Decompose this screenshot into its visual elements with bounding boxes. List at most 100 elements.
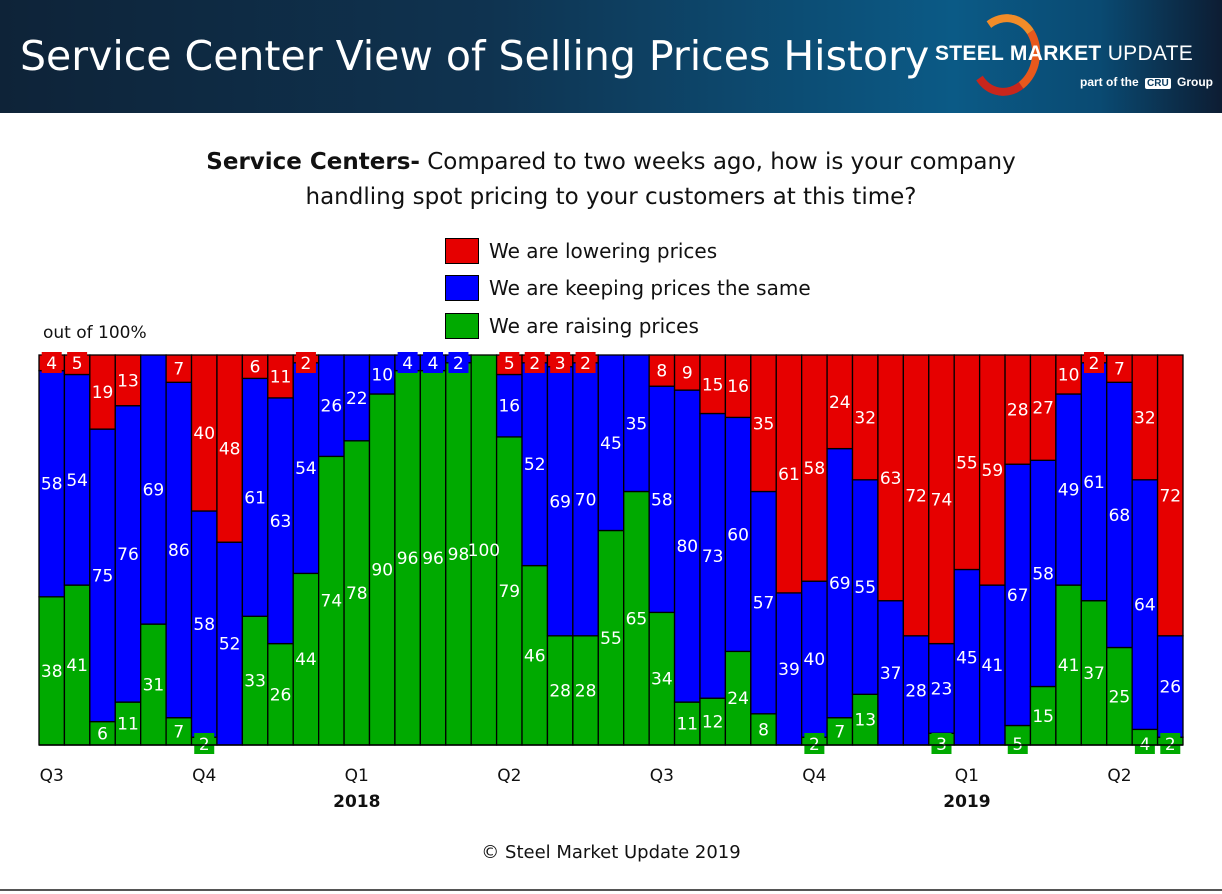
data-label-same: 4 bbox=[402, 354, 413, 374]
bar-segment-same bbox=[368, 354, 396, 395]
data-label-lowering: 6 bbox=[250, 358, 261, 378]
data-labels: 3858441545675191176133169786725840524833… bbox=[41, 352, 1181, 755]
bar-segment-same bbox=[724, 416, 752, 653]
data-label-raising: 96 bbox=[422, 549, 444, 569]
data-label-raising: 12 bbox=[702, 713, 724, 733]
bar-segment-same bbox=[521, 362, 549, 567]
data-label-same: 61 bbox=[244, 488, 266, 508]
data-label-raising: 96 bbox=[397, 549, 419, 569]
bar-segment-lowering bbox=[190, 354, 218, 512]
bar-segment-same bbox=[851, 479, 879, 695]
data-label-lowering: 28 bbox=[1007, 401, 1029, 421]
data-label-lowering: 59 bbox=[982, 461, 1004, 481]
data-label-raising: 15 bbox=[1032, 707, 1054, 727]
data-label-lowering: 19 bbox=[92, 383, 114, 403]
legend-label-same: We are keeping prices the same bbox=[489, 276, 811, 301]
bar-segment-lowering bbox=[877, 354, 905, 602]
data-label-raising: 44 bbox=[295, 650, 317, 670]
data-label-same: 60 bbox=[727, 525, 749, 545]
data-label-same: 45 bbox=[956, 648, 978, 668]
bar-segment-same bbox=[190, 510, 218, 738]
data-label-same: 61 bbox=[1083, 473, 1105, 493]
data-label-same: 70 bbox=[575, 490, 597, 510]
x-year-label: 2019 bbox=[943, 792, 990, 812]
x-tick-label: Q2 bbox=[1107, 766, 1131, 786]
bar-segment-same bbox=[140, 354, 167, 625]
bar-segment-lowering bbox=[750, 354, 777, 493]
data-label-same: 54 bbox=[295, 459, 317, 479]
data-label-raising: 74 bbox=[321, 592, 343, 612]
bar-segment-same bbox=[1080, 362, 1108, 602]
bar-segment-lowering bbox=[673, 354, 701, 391]
data-label-lowering: 8 bbox=[656, 362, 667, 382]
bar-segment-same bbox=[1131, 479, 1159, 731]
data-label-raising: 38 bbox=[41, 662, 63, 682]
data-label-lowering: 32 bbox=[854, 408, 876, 428]
data-label-badge-raising bbox=[194, 733, 215, 754]
copyright: © Steel Market Update 2019 bbox=[481, 842, 741, 863]
data-label-same: 57 bbox=[753, 594, 775, 614]
data-label-lowering: 15 bbox=[702, 375, 724, 395]
bar-segment-raising bbox=[419, 369, 447, 746]
x-tick-label: Q2 bbox=[497, 766, 521, 786]
legend-swatch-lowering bbox=[445, 237, 479, 264]
data-label-lowering: 27 bbox=[1032, 399, 1054, 419]
data-label-same: 67 bbox=[1007, 586, 1029, 606]
data-label-same: 69 bbox=[549, 492, 571, 512]
data-label-raising: 13 bbox=[854, 711, 876, 731]
data-label-same: 28 bbox=[905, 681, 927, 701]
logo-text: STEEL MARKET UPDATE bbox=[935, 42, 1194, 65]
data-label-raising: 11 bbox=[117, 715, 139, 735]
legend: We are lowering prices We are keeping pr… bbox=[445, 232, 811, 345]
data-label-lowering: 2 bbox=[1089, 354, 1100, 374]
data-label-badge-lowering bbox=[67, 352, 88, 373]
data-label-same: 54 bbox=[66, 471, 88, 491]
data-label-lowering: 63 bbox=[880, 469, 902, 489]
data-label-lowering: 2 bbox=[580, 354, 591, 374]
data-label-same: 4 bbox=[428, 354, 439, 374]
data-label-raising: 55 bbox=[600, 629, 622, 649]
data-label-same: 58 bbox=[651, 490, 673, 510]
legend-swatch-same bbox=[445, 275, 479, 302]
data-label-same: 55 bbox=[854, 578, 876, 598]
legend-item-lowering: We are lowering prices bbox=[445, 232, 811, 270]
bar-segment-same bbox=[292, 362, 320, 575]
data-label-raising: 6 bbox=[97, 724, 108, 744]
x-tick-label: Q1 bbox=[955, 766, 979, 786]
legend-item-same: We are keeping prices the same bbox=[445, 270, 811, 308]
data-label-lowering: 72 bbox=[905, 486, 927, 506]
data-label-raising: 37 bbox=[1083, 664, 1105, 684]
bar-segment-raising bbox=[572, 635, 599, 746]
question-line1: Compared to two weeks ago, how is your c… bbox=[419, 149, 1016, 175]
x-tick-label: Q4 bbox=[802, 766, 826, 786]
bar-segment-lowering bbox=[801, 354, 828, 582]
bar-segment-lowering bbox=[928, 354, 955, 645]
data-label-same: 63 bbox=[270, 512, 292, 532]
data-label-badge-raising bbox=[804, 733, 825, 754]
data-label-same: 64 bbox=[1134, 596, 1156, 616]
data-label-badge-lowering bbox=[41, 352, 62, 373]
bar-segment-raising bbox=[267, 642, 294, 746]
data-label-lowering: 7 bbox=[173, 360, 184, 380]
data-label-same: 69 bbox=[143, 481, 165, 501]
data-label-badge-raising bbox=[931, 733, 952, 754]
data-label-raising: 34 bbox=[651, 670, 673, 690]
data-label-lowering: 3 bbox=[555, 354, 566, 374]
data-label-raising: 7 bbox=[834, 722, 845, 742]
bar-segment-lowering bbox=[953, 354, 981, 571]
data-label-same: 58 bbox=[41, 475, 63, 495]
data-label-raising: 11 bbox=[676, 715, 698, 735]
bottom-divider bbox=[0, 889, 1222, 891]
bar-segment-same bbox=[801, 580, 828, 738]
x-tick-label: Q3 bbox=[40, 766, 64, 786]
data-label-lowering: 5 bbox=[72, 354, 83, 374]
data-label-raising: 28 bbox=[575, 681, 597, 701]
data-label-lowering: 48 bbox=[219, 440, 241, 460]
bar-segment-same bbox=[89, 428, 116, 723]
data-label-lowering: 2 bbox=[529, 354, 540, 374]
data-label-same: 40 bbox=[804, 650, 826, 670]
bar-segment-same bbox=[1029, 459, 1057, 688]
data-label-lowering: 7 bbox=[1114, 360, 1125, 380]
data-label-lowering: 11 bbox=[270, 367, 292, 387]
data-label-raising: 46 bbox=[524, 646, 546, 666]
